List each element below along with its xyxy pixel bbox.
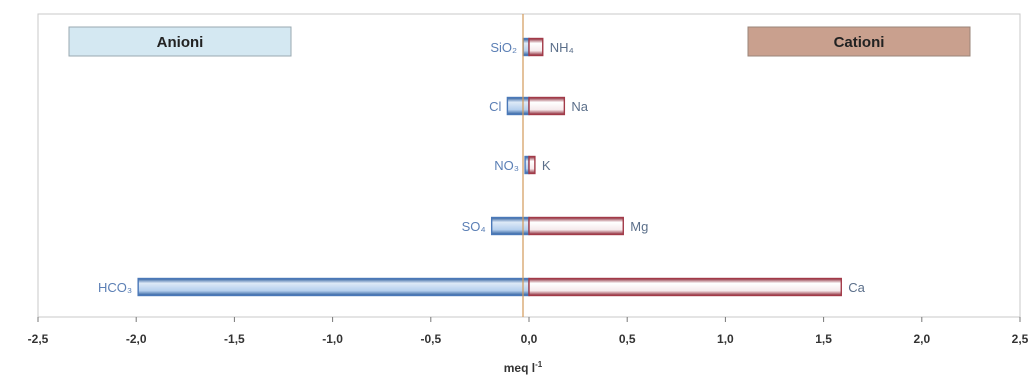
x-tick-label: -0,5 [420,332,441,346]
x-tick-label: -1,0 [322,332,343,346]
anion-bar-sio2 [522,37,530,57]
anion-label-hco3: HCO₃ [98,280,132,295]
cation-bar-nh4 [528,37,544,57]
x-tick-label: 0,5 [619,332,636,346]
x-tick-label: 1,0 [717,332,734,346]
legend-anioni: Anioni [68,26,292,57]
anion-bar-cl [506,96,530,116]
x-tick-label: 0,0 [521,332,538,346]
cation-bar-ca [528,277,842,297]
legend-cationi-label: Cationi [834,34,885,51]
cation-bar-na [528,96,566,116]
x-tick-label: -1,5 [224,332,245,346]
cation-bar-mg [528,216,624,236]
cation-label-na: Na [571,99,588,114]
cation-bar-k [528,155,536,175]
cation-label-ca: Ca [848,280,865,295]
anion-label-sio2: SiO₂ [490,40,517,55]
x-tick-label: -2,5 [28,332,49,346]
legend-anioni-box [68,26,292,57]
anion-bar-hco3 [137,277,530,297]
x-axis-title: meq l-1 [504,360,543,375]
cation-label-mg: Mg [630,219,648,234]
anion-label-no3: NO₃ [494,158,519,173]
x-tick-label: 1,5 [815,332,832,346]
legend-cationi-box [747,26,971,57]
cation-label-k: K [542,158,551,173]
cation-label-nh4: NH₄ [550,40,574,55]
legend-cationi: Cationi [747,26,971,57]
anion-label-so4: SO₄ [462,219,486,234]
x-tick-label: 2,5 [1012,332,1029,346]
legend-anioni-label: Anioni [157,34,204,51]
x-tick-label: 2,0 [913,332,930,346]
anion-label-cl: Cl [489,99,501,114]
x-tick-label: -2,0 [126,332,147,346]
